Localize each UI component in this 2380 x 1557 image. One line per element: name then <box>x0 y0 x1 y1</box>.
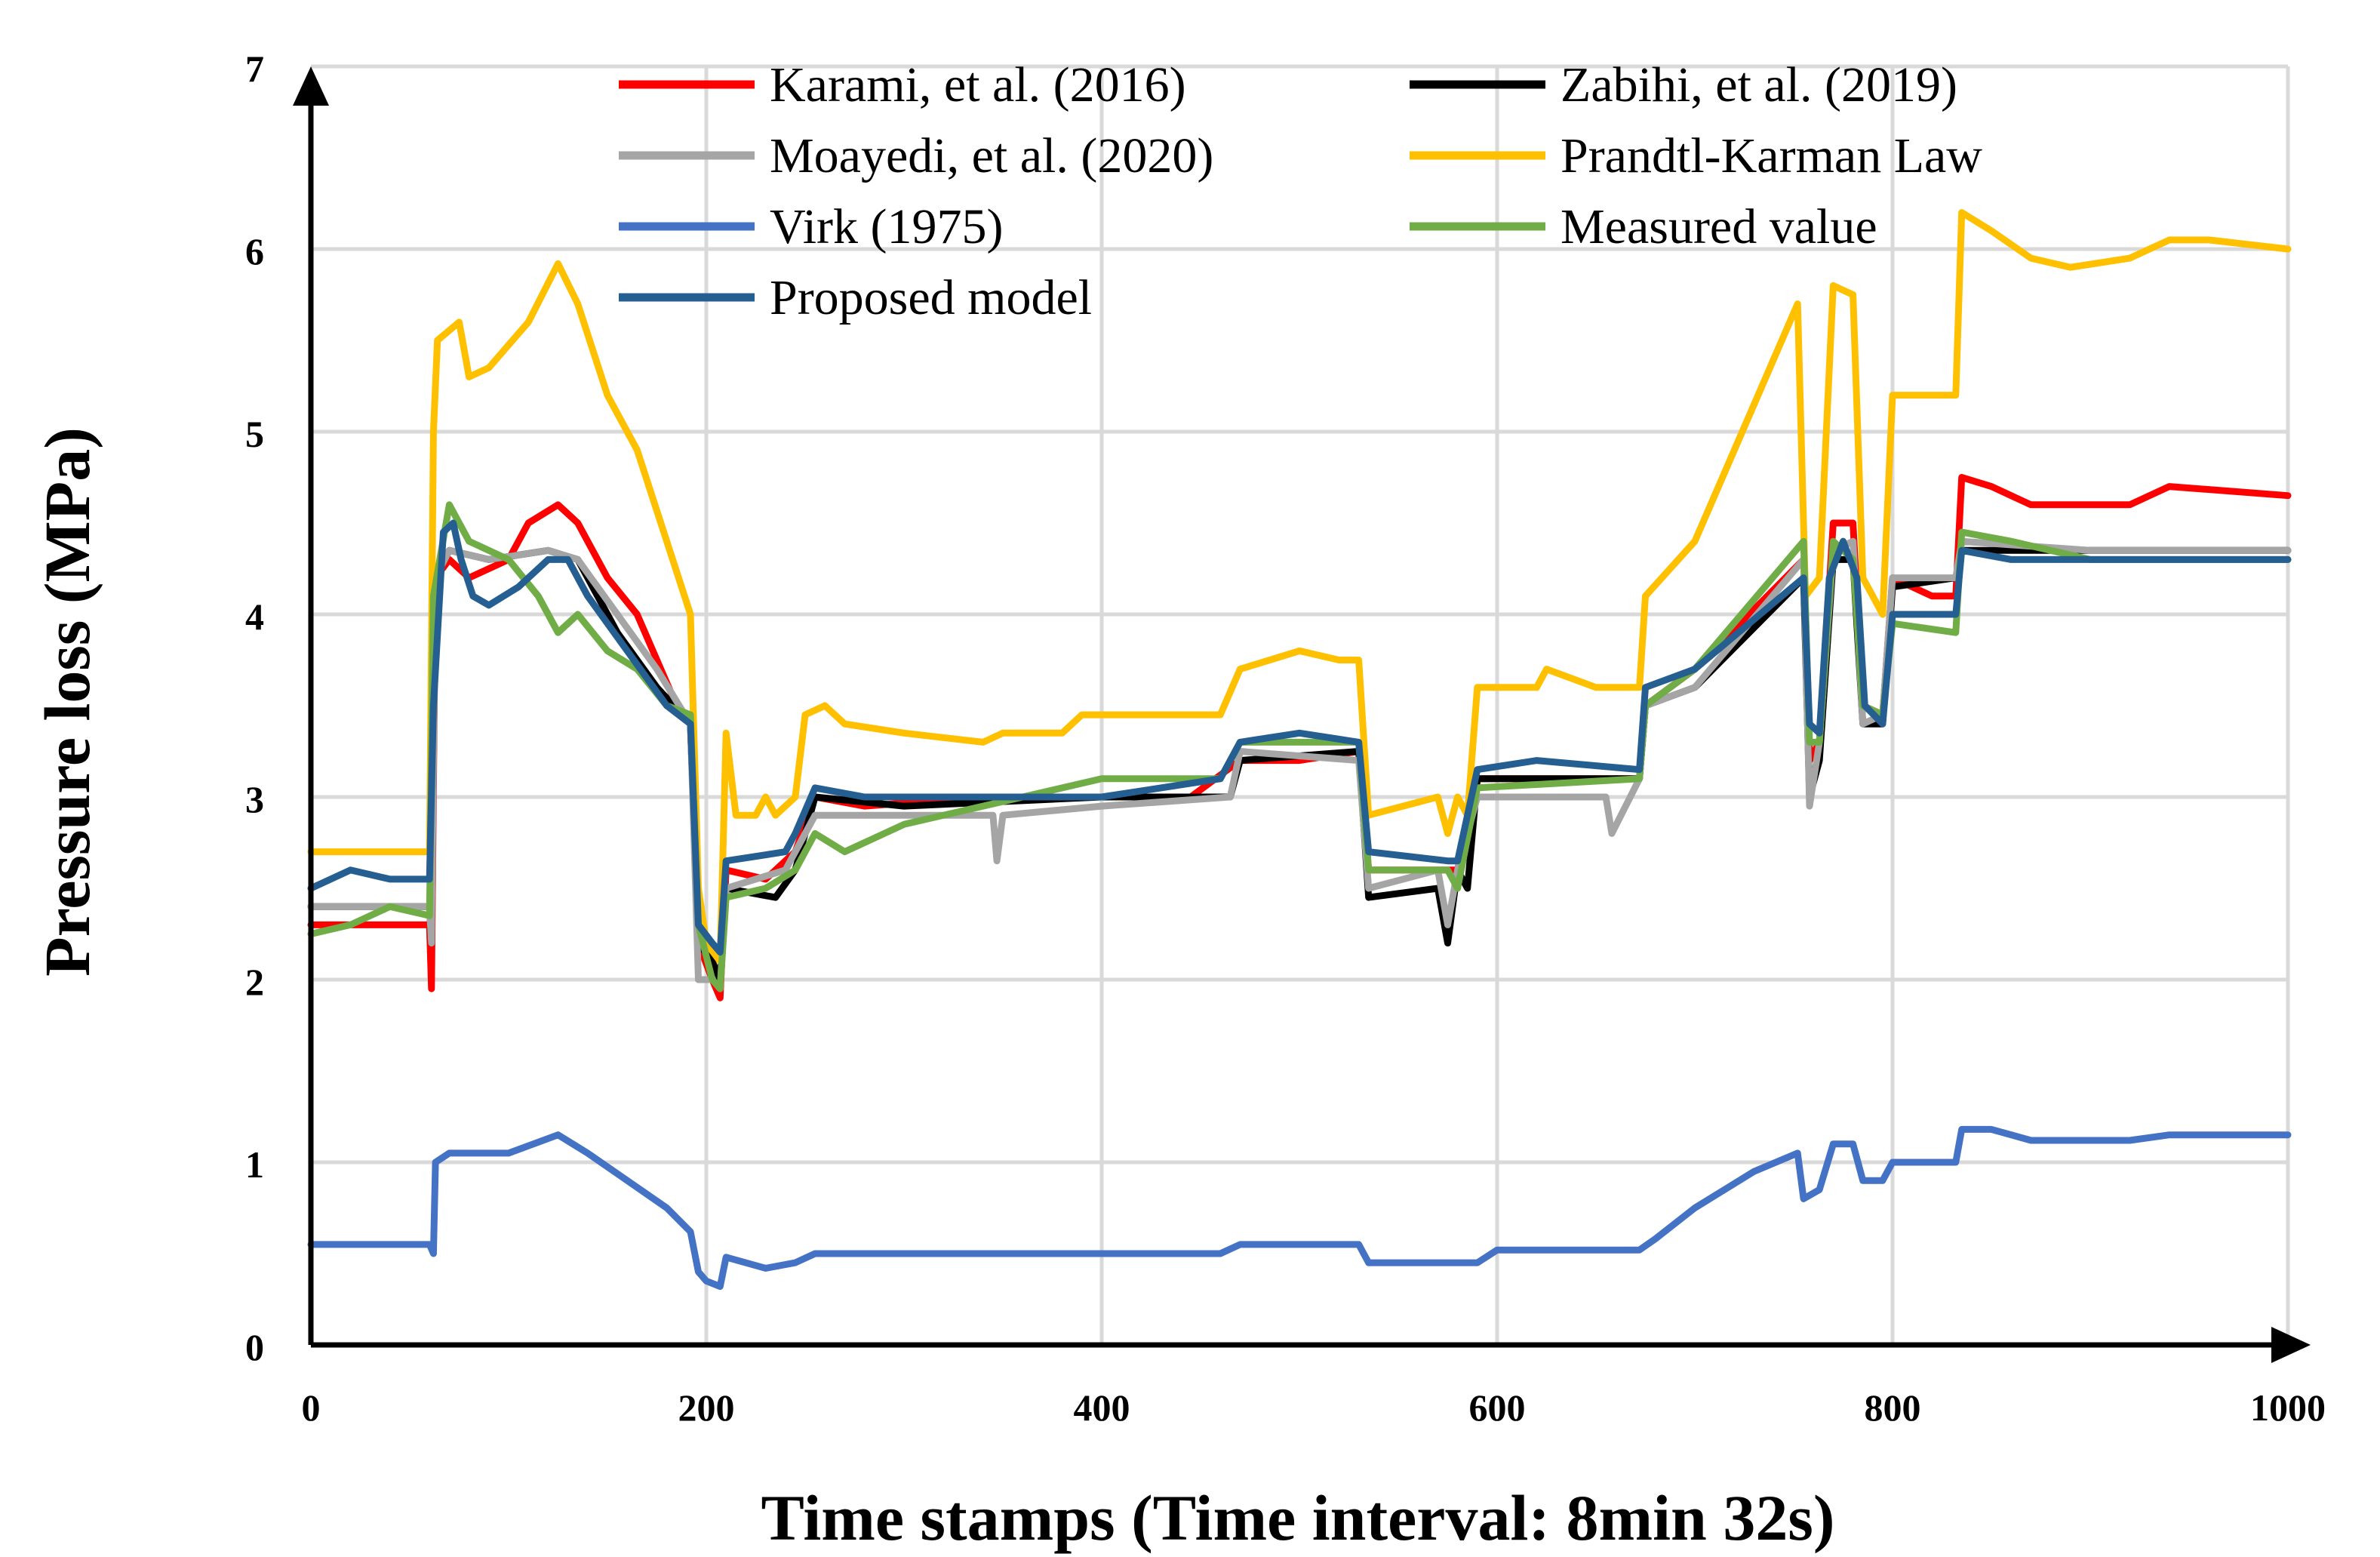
x-tick-label: 1000 <box>2250 1386 2326 1429</box>
legend-label-zabihi-et-al-2019: Zabihi, et al. (2019) <box>1561 57 1957 112</box>
x-axis-title: Time stamps (Time interval: 8min 32s) <box>761 1482 1835 1554</box>
x-tick-label: 600 <box>1469 1386 1526 1429</box>
legend-label-virk-1975: Virk (1975) <box>770 199 1003 254</box>
legend-label-proposed-model: Proposed model <box>770 270 1092 325</box>
y-tick-label: 1 <box>245 1143 264 1186</box>
y-tick-label: 4 <box>245 595 264 638</box>
x-tick-label: 800 <box>1865 1386 1921 1429</box>
series-line-proposed-model <box>307 519 2292 956</box>
x-tick-label: 0 <box>302 1386 321 1429</box>
y-axis-title: Pressure loss (MPa) <box>31 427 103 977</box>
legend-label-measured-value: Measured value <box>1561 199 1877 254</box>
y-axis-arrow <box>293 66 329 106</box>
legend: Karami, et al. (2016) Zabihi, et al. (201… <box>619 57 1982 325</box>
series-line-virk-1975 <box>307 1125 2292 1291</box>
axes <box>293 66 2311 1363</box>
x-axis-arrow <box>2271 1327 2311 1363</box>
legend-label-karami-et-al-2016: Karami, et al. (2016) <box>770 57 1186 112</box>
series-line-prandtl-karman-law <box>307 209 2292 965</box>
series-lines <box>307 209 2292 1291</box>
legend-label-moayedi-et-al-2020: Moayedi, et al. (2020) <box>770 128 1213 183</box>
x-tick-label: 200 <box>678 1386 735 1429</box>
y-tick-labels: 0 1 2 3 4 5 6 7 <box>245 48 264 1368</box>
gridlines <box>311 64 2290 1345</box>
legend-label-prandtl-karman-law: Prandtl-Karman Law <box>1561 128 1982 183</box>
x-tick-label: 400 <box>1074 1386 1130 1429</box>
y-tick-label: 0 <box>245 1326 264 1368</box>
x-tick-labels: 0 200 400 600 800 1000 <box>302 1386 2326 1429</box>
y-tick-label: 7 <box>245 48 264 90</box>
y-tick-label: 6 <box>245 230 264 272</box>
y-tick-label: 3 <box>245 778 264 820</box>
y-tick-label: 5 <box>245 413 264 455</box>
y-tick-label: 2 <box>245 961 264 1003</box>
